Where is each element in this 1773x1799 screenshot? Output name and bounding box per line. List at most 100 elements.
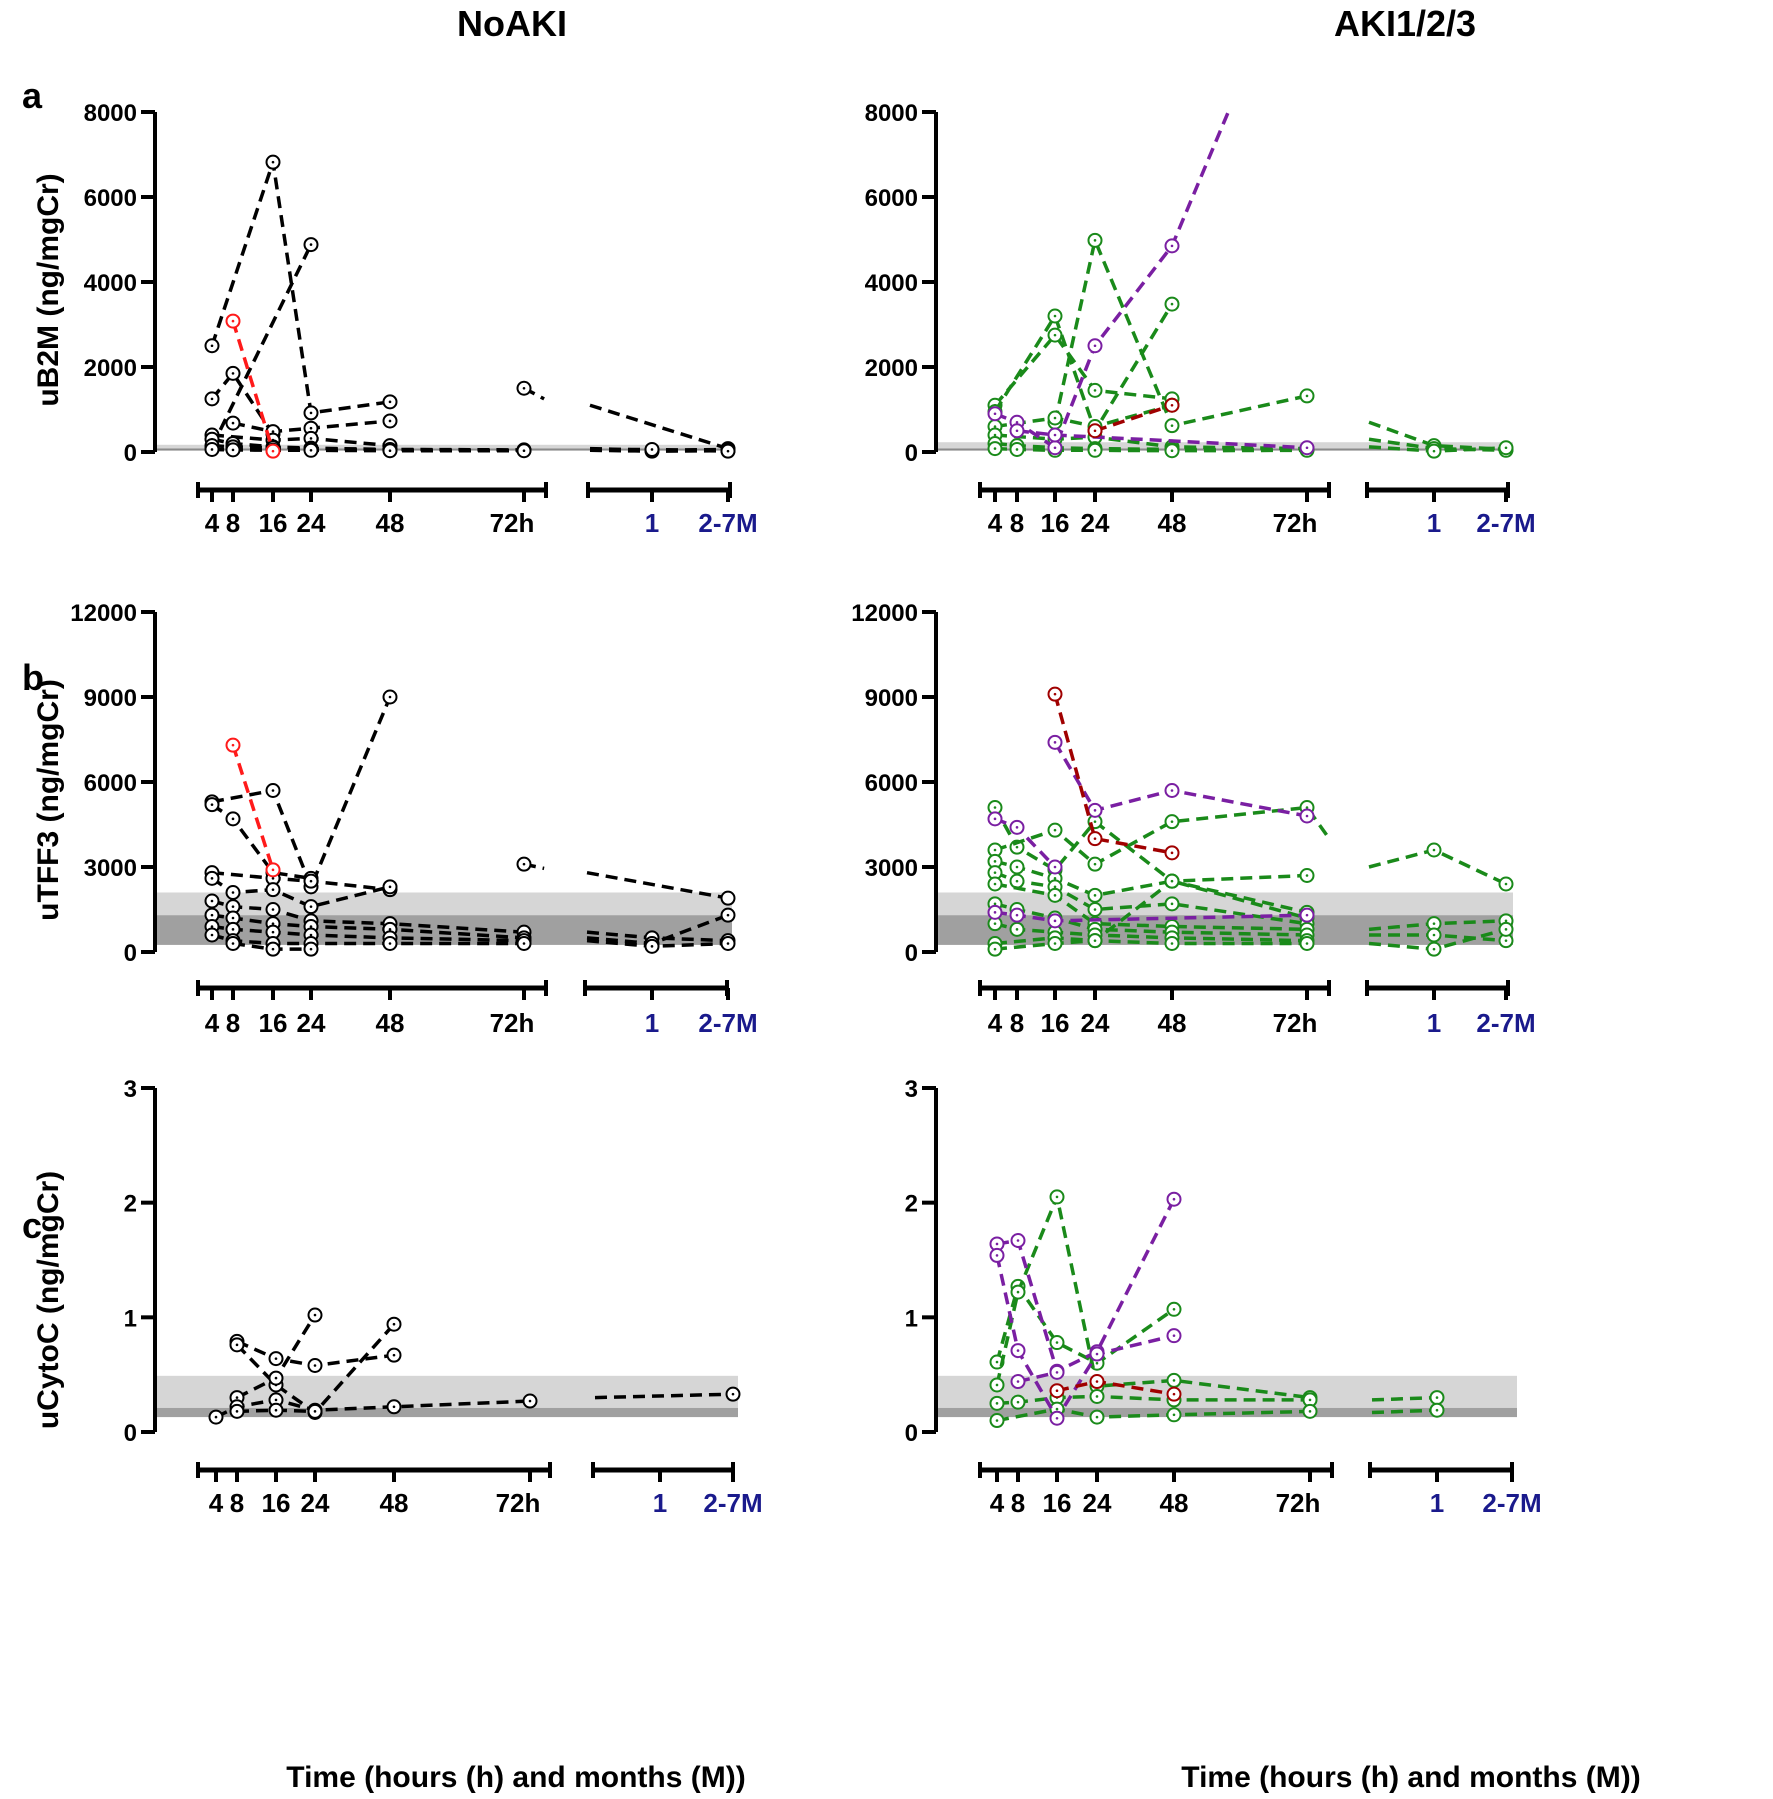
series-black [516, 856, 736, 906]
x-tick-label: 24 [1083, 1488, 1112, 1518]
x-tick-label: 4 [209, 1488, 224, 1518]
x-tick-label: 16 [259, 508, 288, 538]
series-black [594, 1386, 741, 1402]
series-black [229, 1402, 323, 1419]
data-point-center [993, 947, 997, 951]
series-line [211, 803, 312, 881]
series-line [235, 1323, 396, 1415]
data-point-center [993, 902, 997, 906]
data-point-center [235, 1396, 239, 1399]
y-tick-label: 0 [124, 1420, 137, 1447]
data-point-center [388, 942, 392, 945]
data-point-center [271, 789, 275, 792]
x-tick-label: 48 [376, 1008, 405, 1038]
series-line [1053, 741, 1308, 818]
data-point-center [1170, 942, 1174, 945]
series-purple [1010, 1364, 1065, 1390]
y-tick-label: 9000 [865, 685, 918, 712]
data-point-center [1015, 879, 1019, 883]
series-black [586, 936, 736, 954]
series-line [211, 899, 525, 934]
x-tick-label: 4 [205, 1008, 220, 1038]
data-point-center [388, 885, 392, 889]
data-point-center [1305, 874, 1309, 877]
data-point-center [1016, 1380, 1020, 1383]
series-black [204, 154, 398, 421]
series-line [211, 870, 391, 892]
series-line [993, 332, 1173, 407]
data-point-center [210, 925, 214, 928]
data-point-center [1055, 1416, 1059, 1420]
reference-band-light [155, 444, 735, 451]
series-line [994, 403, 1173, 429]
ylabel-a: uB2M (ng/mgCr) [32, 173, 65, 406]
data-point-center [1093, 939, 1097, 942]
data-point-center [1305, 806, 1309, 809]
data-point-center [993, 447, 997, 450]
data-point-center [309, 933, 313, 937]
data-point-center [231, 421, 235, 425]
series-line [594, 1392, 734, 1400]
data-point-center [1432, 922, 1436, 925]
data-point-center [392, 1353, 396, 1357]
data-point-center [1504, 446, 1508, 450]
data-point-center [271, 930, 275, 934]
data-point [720, 890, 736, 906]
data-point-center [1093, 809, 1097, 812]
x-tick-label: 24 [297, 508, 326, 538]
data-point-center [1055, 1341, 1059, 1344]
data-point-center [210, 913, 214, 917]
data-point-center [522, 386, 526, 390]
y-tick-label: 0 [124, 940, 137, 967]
data-point-center [1053, 416, 1057, 420]
data-point-center [231, 372, 235, 375]
data-point-center [1093, 908, 1097, 911]
data-point-center [235, 1410, 239, 1413]
data-point-center [995, 1383, 999, 1387]
data-point-center [1170, 403, 1174, 407]
data-point-center [1015, 429, 1019, 433]
series-line [211, 933, 524, 946]
reference-band-light [155, 892, 732, 916]
x-tick-label-month: 2-7M [1476, 1008, 1535, 1038]
series-green [987, 800, 1329, 872]
series-black [204, 797, 319, 886]
data-point-center [726, 913, 730, 917]
data-point-center [1053, 446, 1057, 450]
series-line [994, 859, 1308, 920]
chart-b-noaki: 0 3000 6000 9000 12000 4 8 16 24 48 72h 1 2-7M [70, 600, 757, 1038]
y-tick-label: 3000 [84, 855, 137, 882]
series-red [225, 737, 281, 878]
series-line [995, 1191, 1311, 1400]
chart-b-aki: 0 3000 6000 9000 12000 4 8 16 24 48 72h 1 2-7M [851, 600, 1535, 1038]
data-point-center [1504, 919, 1508, 923]
data-point-center [1016, 1349, 1020, 1352]
data-point-center [995, 1254, 999, 1257]
x-tick-label: 48 [376, 508, 405, 538]
y-tick-label: 6000 [84, 185, 137, 212]
data-point-center [210, 803, 214, 806]
y-tick-label: 3 [905, 1076, 918, 1103]
y-tick-label: 8000 [865, 100, 918, 127]
data-point-center [522, 942, 526, 945]
data-point-center [1308, 1398, 1312, 1402]
data-point-center [274, 1408, 278, 1412]
y-tick-label: 4000 [84, 270, 137, 297]
series-black [204, 689, 398, 895]
y-tick-label: 6000 [865, 770, 918, 797]
data-point-center [231, 319, 235, 323]
data-point-center [271, 888, 275, 891]
data-point-center [993, 922, 997, 925]
data-point-center [1435, 1396, 1439, 1399]
y-tick-label: 2000 [865, 355, 918, 382]
data-point-center [309, 925, 313, 928]
series-line [211, 433, 391, 448]
data-point-center [392, 1322, 396, 1326]
series-purple [987, 111, 1230, 456]
data-point-center [993, 860, 997, 863]
x-tick-label-month: 1 [1427, 508, 1441, 538]
series-line [1371, 1408, 1438, 1415]
series-black [225, 413, 398, 440]
data-point-center [1305, 446, 1309, 450]
